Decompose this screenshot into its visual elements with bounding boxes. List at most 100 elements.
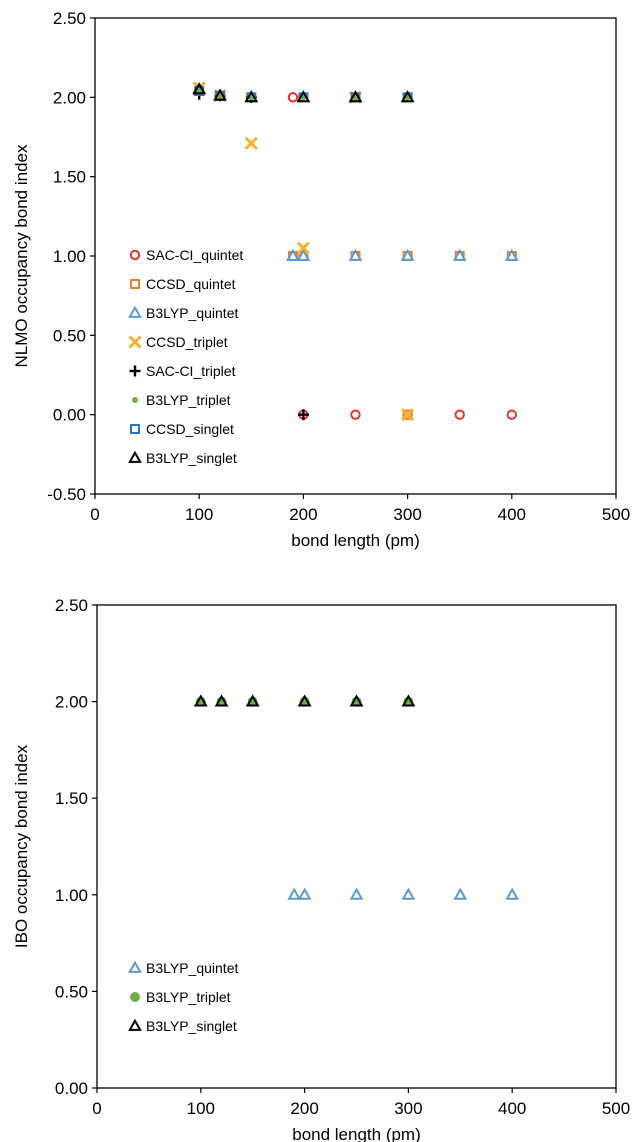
ibo-xtick-label: 400 bbox=[498, 1099, 526, 1118]
ibo-point-b3lyp-quintet-shape bbox=[287, 887, 302, 900]
ibo-xtick-label: 200 bbox=[290, 1099, 318, 1118]
nlmo-ytick-label: 1.50 bbox=[53, 168, 86, 187]
nlmo-point-b3lyp-quintet bbox=[400, 248, 415, 261]
nlmo-legend-marker-b3lyp-quintet-shape bbox=[128, 305, 142, 318]
nlmo-point-b3lyp-quintet-shape bbox=[348, 248, 363, 261]
ibo-point-b3lyp-quintet bbox=[287, 887, 302, 900]
ibo-point-b3lyp-quintet-shape bbox=[401, 887, 416, 900]
ibo-legend-item: B3LYP_triplet bbox=[130, 989, 231, 1005]
ibo-chart: 0.00 0.50 1.00 1.50 2.00 2.50 0 100 200 300 400 500… bbox=[0, 580, 635, 1142]
ibo-legend-label: B3LYP_quintet bbox=[146, 960, 238, 976]
nlmo-series-b3lyp-singlet bbox=[192, 82, 415, 103]
ibo-point-b3lyp-singlet-shape bbox=[245, 694, 260, 707]
nlmo-point-ccsd-triplet-stroke-b bbox=[296, 241, 310, 255]
nlmo-point-ccsd-triplet bbox=[296, 241, 310, 255]
ibo-point-b3lyp-quintet bbox=[453, 887, 468, 900]
ibo-legend-item: B3LYP_quintet bbox=[128, 960, 238, 976]
nlmo-point-b3lyp-singlet bbox=[213, 88, 227, 101]
ibo-xtick-label: 500 bbox=[602, 1099, 630, 1118]
ibo-series-b3lyp-singlet bbox=[193, 694, 416, 707]
nlmo-point-ccsd-triplet bbox=[401, 408, 415, 422]
nlmo-legend-marker-b3lyp-singlet-shape bbox=[128, 450, 142, 463]
nlmo-legend: SAC-CI_quintet CCSD_quintet B3LYP_quintet C… bbox=[128, 247, 243, 466]
nlmo-point-ccsd-quintet-shape bbox=[402, 409, 413, 420]
nlmo-legend-marker-b3lyp-triplet-shape bbox=[132, 397, 138, 403]
nlmo-point-b3lyp-singlet-shape bbox=[244, 90, 259, 103]
ibo-ytick-label: 1.00 bbox=[55, 886, 88, 905]
ibo-ytick-label: 0.50 bbox=[55, 982, 88, 1001]
nlmo-point-b3lyp-singlet-shape bbox=[192, 82, 207, 95]
nlmo-y-axis-title: NLMO occupancy bond index bbox=[12, 144, 31, 368]
nlmo-legend-item: CCSD_singlet bbox=[130, 421, 234, 437]
ibo-legend-marker-b3lyp-triplet bbox=[130, 992, 140, 1002]
ibo-point-b3lyp-singlet bbox=[297, 694, 312, 707]
ibo-point-b3lyp-quintet bbox=[349, 887, 364, 900]
ibo-point-b3lyp-quintet-shape bbox=[297, 887, 312, 900]
nlmo-point-sac-ci-quintet bbox=[506, 409, 517, 420]
nlmo-ytick-label: 1.00 bbox=[53, 247, 86, 266]
nlmo-point-b3lyp-quintet-shape bbox=[286, 248, 300, 261]
ibo-legend-marker-b3lyp-quintet bbox=[128, 960, 142, 973]
nlmo-xtick-label: 100 bbox=[185, 505, 213, 524]
ibo-ytick-label: 2.00 bbox=[55, 693, 88, 712]
nlmo-point-b3lyp-singlet bbox=[400, 90, 415, 103]
nlmo-chart: -0.50 0.00 0.50 1.00 1.50 2.00 2.50 0 100 200 300 4… bbox=[12, 9, 630, 550]
nlmo-legend-marker-sac-ci-triplet bbox=[129, 365, 141, 377]
nlmo-legend-item: SAC-CI_triplet bbox=[129, 363, 236, 379]
nlmo-series-sac-ci-quintet bbox=[287, 92, 517, 420]
nlmo-point-b3lyp-singlet bbox=[192, 82, 207, 95]
nlmo-point-b3lyp-quintet bbox=[296, 248, 311, 261]
nlmo-point-ccsd-quintet bbox=[402, 409, 413, 420]
nlmo-point-b3lyp-singlet-shape bbox=[348, 90, 363, 103]
ibo-xtick-label: 100 bbox=[187, 1099, 215, 1118]
nlmo-legend-marker-b3lyp-triplet bbox=[132, 397, 138, 403]
nlmo-data-points bbox=[192, 81, 519, 422]
ibo-ytick-label: 2.50 bbox=[55, 596, 88, 615]
ibo-point-b3lyp-singlet bbox=[214, 694, 229, 707]
nlmo-series-b3lyp-quintet bbox=[286, 248, 519, 261]
ibo-legend-marker-b3lyp-singlet-shape bbox=[128, 1018, 142, 1031]
ibo-point-b3lyp-singlet-shape bbox=[193, 694, 208, 707]
ibo-legend-marker-b3lyp-quintet-shape bbox=[128, 960, 142, 973]
nlmo-legend-label: B3LYP_triplet bbox=[146, 392, 231, 408]
nlmo-point-b3lyp-quintet-shape bbox=[296, 248, 311, 261]
ibo-point-b3lyp-singlet bbox=[193, 694, 208, 707]
ibo-point-b3lyp-quintet bbox=[401, 887, 416, 900]
nlmo-legend-label: B3LYP_quintet bbox=[146, 305, 238, 321]
nlmo-legend-label: CCSD_quintet bbox=[146, 276, 236, 292]
nlmo-point-ccsd-triplet-stroke-b bbox=[401, 408, 415, 422]
ibo-point-b3lyp-quintet-shape bbox=[505, 887, 520, 900]
nlmo-legend-item: CCSD_triplet bbox=[128, 334, 228, 350]
nlmo-legend-marker-ccsd-singlet bbox=[130, 424, 140, 434]
nlmo-point-b3lyp-quintet-shape bbox=[452, 248, 467, 261]
nlmo-point-ccsd-triplet bbox=[244, 136, 258, 150]
ibo-point-b3lyp-singlet bbox=[349, 694, 364, 707]
nlmo-point-b3lyp-quintet-shape bbox=[504, 248, 519, 261]
nlmo-legend-marker-ccsd-triplet bbox=[128, 335, 142, 349]
ibo-point-b3lyp-quintet-shape bbox=[453, 887, 468, 900]
ibo-data-points bbox=[193, 694, 520, 900]
nlmo-legend-marker-ccsd-triplet-stroke-b bbox=[128, 335, 142, 349]
nlmo-legend-marker-sac-ci-quintet bbox=[129, 249, 141, 261]
nlmo-ytick-label: -0.50 bbox=[47, 485, 86, 504]
nlmo-legend-marker-sac-ci-quintet-shape bbox=[129, 249, 141, 261]
nlmo-legend-label: SAC-CI_triplet bbox=[146, 363, 236, 379]
nlmo-point-sac-ci-quintet bbox=[350, 409, 361, 420]
ibo-y-axis-title: IBO occupancy bond index bbox=[12, 744, 31, 948]
nlmo-ytick-label: 2.00 bbox=[53, 88, 86, 107]
ibo-point-b3lyp-singlet-shape bbox=[349, 694, 364, 707]
nlmo-point-b3lyp-quintet bbox=[504, 248, 519, 261]
ibo-point-b3lyp-singlet bbox=[245, 694, 260, 707]
ibo-legend: B3LYP_quintet B3LYP_triplet B3LYP_singlet bbox=[128, 960, 238, 1034]
nlmo-legend-item: CCSD_quintet bbox=[130, 276, 236, 292]
ibo-series-b3lyp-quintet bbox=[287, 887, 520, 900]
nlmo-legend-item: B3LYP_triplet bbox=[132, 392, 231, 408]
nlmo-xtick-label: 200 bbox=[289, 505, 317, 524]
ibo-legend-marker-b3lyp-singlet bbox=[128, 1018, 142, 1031]
nlmo-point-sac-ci-quintet bbox=[287, 92, 299, 103]
ibo-point-b3lyp-quintet bbox=[505, 887, 520, 900]
nlmo-point-b3lyp-quintet bbox=[348, 248, 363, 261]
nlmo-legend-label: CCSD_triplet bbox=[146, 334, 228, 350]
nlmo-point-sac-ci-quintet-shape bbox=[506, 409, 517, 420]
nlmo-series-ccsd-quintet bbox=[287, 251, 517, 420]
